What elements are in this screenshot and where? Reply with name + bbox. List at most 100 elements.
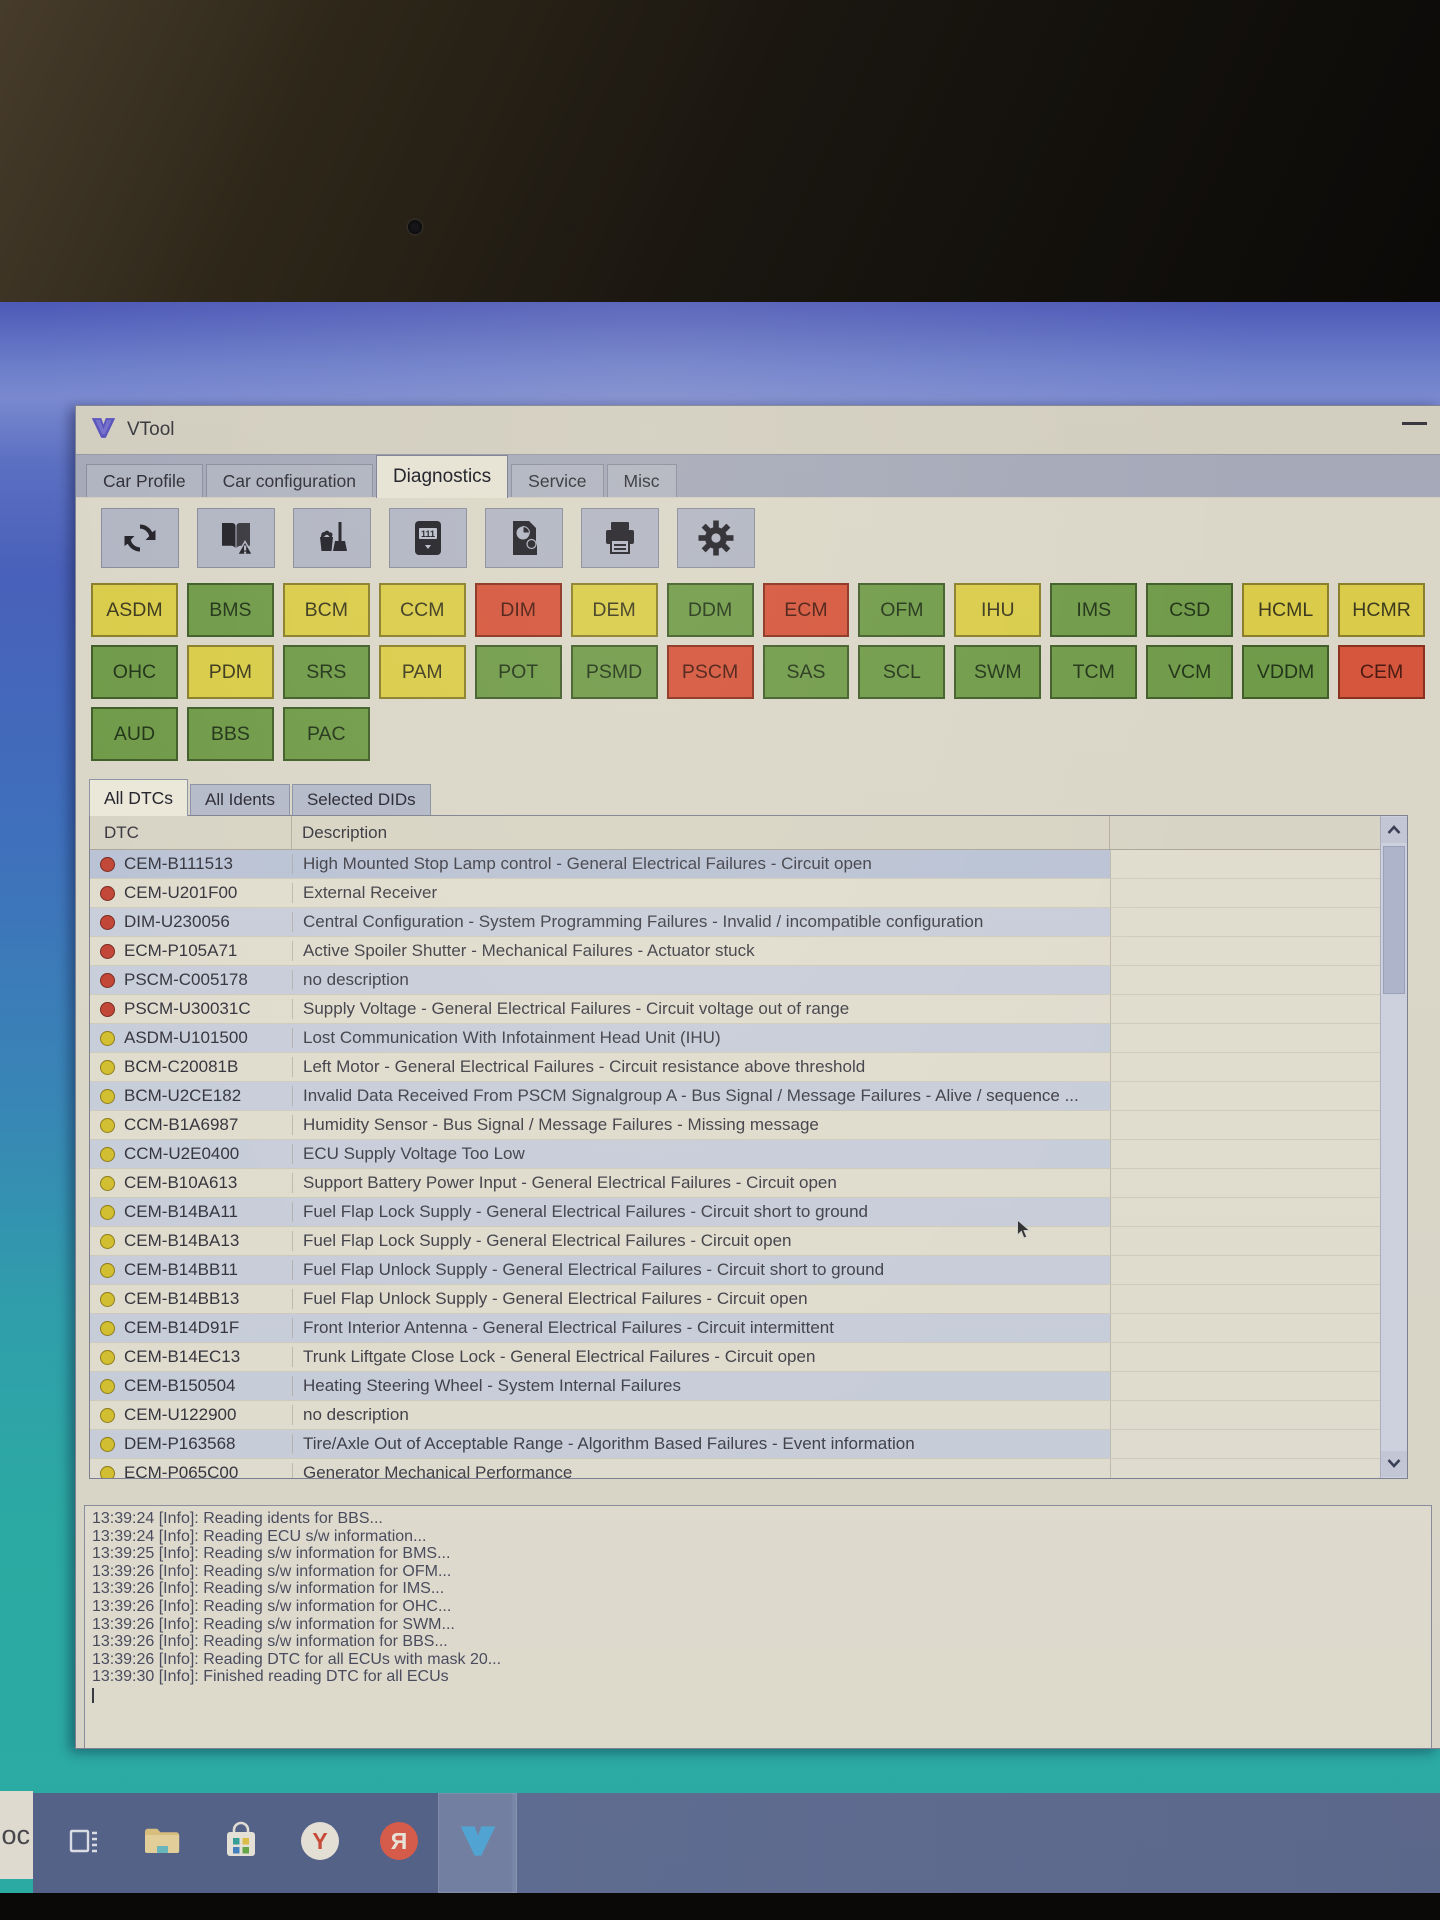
tab-car-profile[interactable]: Car Profile [86, 464, 203, 497]
ecu-button-scl[interactable]: SCL [858, 645, 946, 699]
ecu-button-csd[interactable]: CSD [1146, 583, 1234, 637]
taskbar-item-yandex[interactable]: Я [359, 1793, 438, 1893]
tab-car-configuration[interactable]: Car configuration [205, 464, 373, 497]
table-row-main: CEM-U201F00 External Receiver [90, 879, 1110, 907]
table-row[interactable]: CEM-B14BB11 Fuel Flap Unlock Supply - Gen… [90, 1256, 1380, 1285]
ecu-button-hcml[interactable]: HCML [1242, 583, 1330, 637]
ecu-button-bcm[interactable]: BCM [282, 583, 370, 637]
table-row[interactable]: DIM-U230056 Central Configuration - Syste… [90, 908, 1380, 937]
log-line: 13:39:24 [Info]: Reading idents for BBS.… [92, 1510, 383, 1527]
table-row[interactable]: CEM-B150504 Heating Steering Wheel - Syst… [90, 1372, 1380, 1401]
main-tabs: Car Profile Car configuration Diagnostics S… [76, 454, 1440, 498]
tab-service[interactable]: Service [511, 464, 604, 497]
ecu-button-srs[interactable]: SRS [282, 645, 370, 699]
table-row[interactable]: CCM-U2E0400 ECU Supply Voltage Too Low [90, 1140, 1380, 1169]
log-output[interactable]: 13:39:24 [Info]: Reading idents for BBS.… [84, 1505, 1432, 1748]
odometer-button[interactable]: 111 [389, 508, 467, 568]
ecu-button-ccm[interactable]: CCM [378, 583, 466, 637]
table-row-main: ECM-P065C00 Generator Mechanical Performa… [90, 1459, 1110, 1478]
taskbar-item-file-explorer[interactable] [122, 1793, 201, 1893]
table-row[interactable]: CEM-B14EC13 Trunk Liftgate Close Lock - G… [90, 1343, 1380, 1372]
tab-misc[interactable]: Misc [606, 464, 677, 497]
table-row[interactable]: DEM-P163568 Tire/Axle Out of Acceptable R… [90, 1430, 1380, 1459]
ecu-button-dim[interactable]: DIM [474, 583, 562, 637]
taskbar-item-yandex-browser[interactable]: Y [280, 1793, 359, 1893]
table-row[interactable]: CEM-B14BB13 Fuel Flap Unlock Supply - Gen… [90, 1285, 1380, 1314]
dtc-tab-selected-dids[interactable]: Selected DIDs [291, 784, 431, 815]
ecu-button-vddm[interactable]: VDDM [1242, 645, 1330, 699]
table-row[interactable]: CCM-B1A6987 Humidity Sensor - Bus Signal … [90, 1111, 1380, 1140]
ecu-button-tcm[interactable]: TCM [1050, 645, 1138, 699]
refresh-button[interactable] [101, 508, 179, 568]
taskbar-item-task-view[interactable] [43, 1793, 122, 1893]
scrollbar-thumb[interactable] [1383, 846, 1405, 994]
severity-dot-yellow [100, 1088, 115, 1104]
ecu-button-dem[interactable]: DEM [570, 583, 658, 637]
table-row[interactable]: PSCM-U30031C Supply Voltage - General Ele… [90, 995, 1380, 1024]
vertical-scrollbar[interactable] [1380, 816, 1407, 1478]
column-header-dtc[interactable]: DTC [90, 816, 292, 849]
clear-dtc-button[interactable] [293, 508, 371, 568]
column-header-description[interactable]: Description [292, 816, 1110, 849]
table-row[interactable]: CEM-U122900 no description [90, 1401, 1380, 1430]
ecu-button-ims[interactable]: IMS [1050, 583, 1138, 637]
table-row[interactable]: CEM-B14BA11 Fuel Flap Lock Supply - Gener… [90, 1198, 1380, 1227]
ecu-button-bms[interactable]: BMS [186, 583, 274, 637]
table-row[interactable]: CEM-U201F00 External Receiver [90, 879, 1380, 908]
table-row-main: ASDM-U101500 Lost Communication With Info… [90, 1024, 1110, 1052]
report-button[interactable] [485, 508, 563, 568]
ecu-button-pdm[interactable]: PDM [186, 645, 274, 699]
webcam-dot [408, 220, 422, 234]
ecu-button-pot[interactable]: POT [474, 645, 562, 699]
severity-dot-yellow [100, 1436, 115, 1452]
table-row[interactable]: CEM-B14BA13 Fuel Flap Lock Supply - Gener… [90, 1227, 1380, 1256]
tab-diagnostics[interactable]: Diagnostics [375, 455, 509, 498]
table-row[interactable]: ECM-P105A71 Active Spoiler Shutter - Mech… [90, 937, 1380, 966]
table-row[interactable]: ASDM-U101500 Lost Communication With Info… [90, 1024, 1380, 1053]
ecu-button-aud[interactable]: AUD [91, 707, 178, 761]
table-row[interactable]: BCM-C20081B Left Motor - General Electric… [90, 1053, 1380, 1082]
table-row-empty-cell [1110, 1343, 1380, 1371]
ecu-button-sas[interactable]: SAS [762, 645, 850, 699]
ecu-button-asdm[interactable]: ASDM [91, 583, 178, 637]
ecu-button-vcm[interactable]: VCM [1146, 645, 1234, 699]
ecu-button-pscm[interactable]: PSCM [666, 645, 754, 699]
taskbar-item-vtool[interactable] [438, 1793, 517, 1893]
table-row[interactable]: ECM-P065C00 Generator Mechanical Performa… [90, 1459, 1380, 1478]
dtc-description: Fuel Flap Unlock Supply - General Electr… [292, 1289, 1110, 1309]
table-row[interactable]: PSCM-C005178 no description [90, 966, 1380, 995]
taskbar-item-microsoft-store[interactable] [201, 1793, 280, 1893]
ecu-button-hcmr[interactable]: HCMR [1338, 583, 1425, 637]
ecu-button-swm[interactable]: SWM [954, 645, 1042, 699]
minimize-icon[interactable] [1402, 422, 1427, 425]
table-row[interactable]: CEM-B111513 High Mounted Stop Lamp contro… [90, 850, 1380, 879]
ecu-button-cem[interactable]: CEM [1338, 645, 1425, 699]
table-row[interactable]: BCM-U2CE182 Invalid Data Received From PS… [90, 1082, 1380, 1111]
ecu-button-ofm[interactable]: OFM [858, 583, 946, 637]
dtc-tab-all-dtcs[interactable]: All DTCs [89, 779, 189, 816]
ecu-button-bbs[interactable]: BBS [186, 707, 274, 761]
table-row-empty-cell [1110, 937, 1380, 965]
print-button[interactable] [581, 508, 659, 568]
window-titlebar[interactable]: VTool [76, 406, 1440, 454]
ecu-button-ecm[interactable]: ECM [762, 583, 850, 637]
ecu-button-pac[interactable]: PAC [282, 707, 370, 761]
table-row-main: CEM-B150504 Heating Steering Wheel - Syst… [90, 1372, 1110, 1400]
severity-dot-yellow [100, 1320, 115, 1336]
ecu-button-psmd[interactable]: PSMD [570, 645, 658, 699]
ecu-button-ihu[interactable]: IHU [954, 583, 1042, 637]
dtc-tab-all-idents[interactable]: All Idents [190, 784, 290, 815]
ecu-button-pam[interactable]: PAM [378, 645, 466, 699]
dtc-description: Front Interior Antenna - General Electri… [292, 1318, 1110, 1338]
read-dtc-button[interactable] [197, 508, 275, 568]
ecu-button-ohc[interactable]: OHC [91, 645, 178, 699]
scroll-up-button[interactable] [1381, 817, 1407, 843]
severity-dot-yellow [100, 1059, 115, 1075]
ecu-button-ddm[interactable]: DDM [666, 583, 754, 637]
settings-button[interactable] [677, 508, 755, 568]
dtc-code: DIM-U230056 [124, 912, 230, 931]
table-row[interactable]: CEM-B10A613 Support Battery Power Input -… [90, 1169, 1380, 1198]
table-row[interactable]: CEM-B14D91F Front Interior Antenna - Gene… [90, 1314, 1380, 1343]
scroll-down-button[interactable] [1381, 1451, 1407, 1477]
desktop: VTool Car Profile Car configuration Diagno… [0, 302, 1440, 1893]
